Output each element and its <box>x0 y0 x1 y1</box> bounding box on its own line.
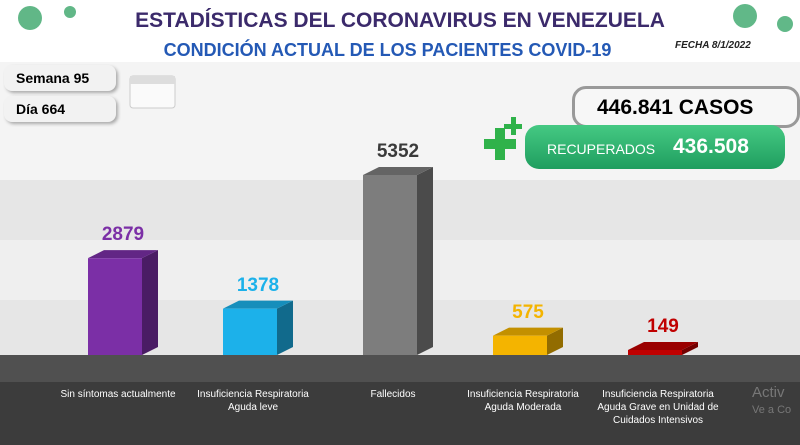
value-label: 575 <box>512 301 544 323</box>
title: ESTADÍSTICAS DEL CORONAVIRUS EN VENEZUEL… <box>135 9 665 32</box>
bar <box>628 349 682 355</box>
recovered-value: 436.508 <box>673 135 749 158</box>
x-tick-label: Insuficiencia Respiratoria Aguda leve <box>197 389 309 413</box>
bar-top <box>88 250 158 259</box>
value-label: 2879 <box>101 224 145 246</box>
value-label: 1378 <box>236 274 280 296</box>
date: FECHA 8/1/2022 <box>675 40 751 51</box>
subtitle: CONDICIÓN ACTUAL DE LOS PACIENTES COVID-… <box>163 40 612 60</box>
bar <box>223 308 277 355</box>
bar-side <box>277 300 293 355</box>
bar <box>493 335 547 355</box>
day: Día 664 <box>4 96 116 122</box>
cases: 446.841 CASOS <box>572 86 800 128</box>
recovered-box: RECUPERADOS 436.508 <box>525 125 785 169</box>
bar-top <box>493 327 563 336</box>
value-label: 149 <box>647 315 679 337</box>
bar-top <box>363 167 433 175</box>
bar-side <box>142 250 158 355</box>
bar <box>363 175 417 355</box>
bar-top <box>223 300 293 309</box>
bar-side <box>417 167 433 355</box>
watermark: Ve a Co <box>752 404 792 416</box>
watermark: Activ <box>752 384 785 401</box>
value-label: 5352 <box>376 141 420 162</box>
x-tick-label: Fallecidos <box>370 389 416 400</box>
x-tick-label: Insuficiencia Respiratoria Aguda Grave e… <box>597 389 719 426</box>
recovered-label: RECUPERADOS <box>547 141 656 157</box>
week: Semana 95 <box>4 65 116 91</box>
x-tick-label: Insuficiencia Respiratoria Aguda Moderad… <box>467 389 579 413</box>
x-tick-label: Sin síntomas actualmente <box>60 389 176 400</box>
bar-top <box>628 341 698 350</box>
bar-side <box>682 341 698 355</box>
bar <box>88 258 142 355</box>
bar-side <box>547 327 563 355</box>
